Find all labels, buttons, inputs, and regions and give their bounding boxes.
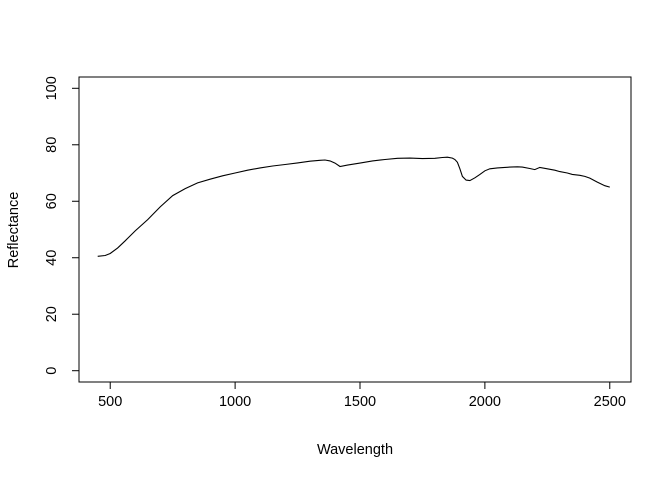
plot-box	[78, 76, 632, 383]
x-tick-label: 2000	[469, 394, 501, 410]
x-axis-title: Wavelength	[317, 442, 393, 458]
x-tick-label: 1500	[344, 394, 376, 410]
x-tick-label: 500	[98, 394, 122, 410]
x-tick-label: 2500	[594, 394, 626, 410]
y-tick-label: 40	[44, 250, 60, 266]
reflectance-line	[97, 156, 610, 257]
y-tick-label: 100	[44, 76, 60, 100]
y-tick-label: 20	[44, 306, 60, 322]
y-tick-label: 60	[44, 193, 60, 209]
x-axis: 500 1000 1500 2000 2500	[98, 381, 626, 410]
y-tick-label: 80	[44, 137, 60, 153]
x-tick-label: 1000	[219, 394, 251, 410]
y-axis: 0 20 40 60 80 100	[44, 76, 80, 375]
y-tick-label: 0	[44, 367, 60, 375]
y-axis-title: Reflectance	[6, 192, 22, 269]
